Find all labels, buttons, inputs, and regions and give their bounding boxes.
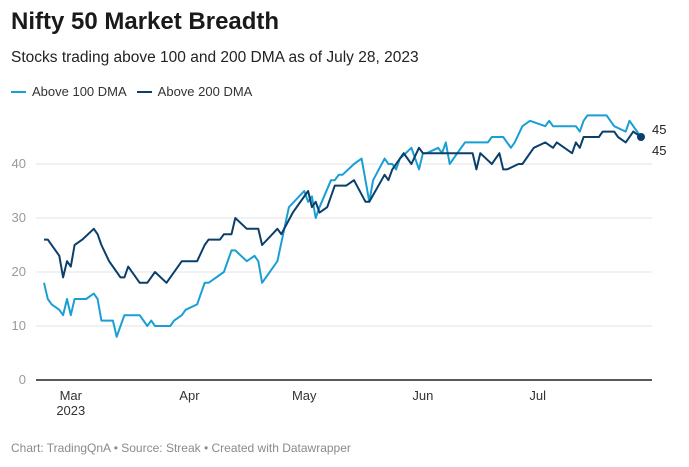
legend-item-200dma: Above 200 DMA [136, 84, 253, 99]
x-tick-label: Mar [60, 388, 83, 403]
series-line-100dma [43, 114, 642, 338]
legend-swatch-200dma [136, 90, 152, 93]
y-tick-label: 10 [12, 318, 26, 333]
y-tick-label: 0 [19, 372, 26, 387]
chart-footer: Chart: TradingQnA • Source: Streak • Cre… [11, 441, 351, 455]
end-point-marker [637, 133, 645, 141]
end-label-100dma: 45 [652, 122, 666, 137]
x-tick-label: Jun [412, 388, 433, 403]
y-tick-label: 30 [12, 210, 26, 225]
y-tick-label: 40 [12, 156, 26, 171]
y-tick-label: 20 [12, 264, 26, 279]
chart-subtitle: Stocks trading above 100 and 200 DMA as … [11, 49, 419, 66]
legend-swatch-100dma [11, 90, 26, 93]
x-tick-label: May [292, 388, 317, 403]
legend-label-200dma: Above 200 DMA [157, 84, 253, 99]
legend: Above 100 DMA Above 200 DMA [11, 84, 252, 99]
x-tick-sublabel: 2023 [56, 403, 85, 418]
legend-item-100dma: Above 100 DMA [11, 84, 127, 99]
legend-label-100dma: Above 100 DMA [32, 84, 127, 99]
x-tick-label: Apr [179, 388, 200, 403]
end-label-200dma: 45 [652, 143, 666, 158]
x-tick-label: Jul [529, 388, 546, 403]
series-line-200dma [44, 130, 642, 284]
chart-title: Nifty 50 Market Breadth [11, 8, 280, 35]
